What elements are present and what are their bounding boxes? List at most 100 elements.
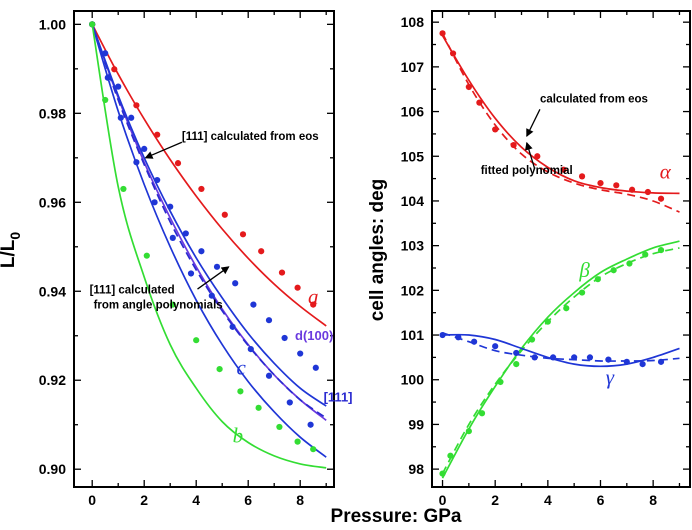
data-point <box>513 360 520 368</box>
annotation-line: from angle polynomials <box>94 299 223 311</box>
data-point <box>250 301 257 308</box>
x-tick-label: 2 <box>140 492 148 508</box>
data-point <box>169 234 176 241</box>
data-point <box>657 195 665 202</box>
data-point <box>550 354 557 361</box>
y-tick-label: 0.94 <box>39 283 66 299</box>
annotation-text: fitted polynomial <box>481 165 573 177</box>
data-point <box>613 182 620 189</box>
series-line-c <box>91 24 327 458</box>
series-line-b <box>91 24 327 469</box>
data-point <box>297 350 304 357</box>
series-line-gamma-poly <box>442 331 680 362</box>
x-tick-label: 6 <box>244 492 252 508</box>
data-point <box>255 404 262 411</box>
y-tick-label: 0.90 <box>39 461 66 477</box>
data-point <box>642 251 649 258</box>
data-point <box>258 248 265 255</box>
data-point <box>281 334 288 342</box>
data-point <box>237 388 244 395</box>
annotation-arrow <box>524 141 536 169</box>
data-point <box>187 270 195 277</box>
data-point <box>497 378 504 386</box>
y-tick-label: 0.92 <box>39 372 66 388</box>
annotation-arrow <box>526 109 541 138</box>
y-tick-label: 103 <box>401 238 425 254</box>
data-point <box>478 410 486 417</box>
left-panel: 0 2 4 6 80.900.920.940.960.981.00L/L0ad(100)… <box>0 10 353 508</box>
y-axis-label-main: cell angles: deg <box>367 179 388 322</box>
x-axis-label: Pressure: GPa <box>331 506 462 527</box>
data-point <box>471 338 478 345</box>
data-point <box>120 185 127 193</box>
annotation-text: calculated from eos <box>540 94 648 106</box>
data-point <box>167 203 174 210</box>
y-tick-label: 100 <box>401 372 425 388</box>
data-point <box>544 318 551 325</box>
series-label: β <box>578 258 590 282</box>
data-point <box>294 284 301 291</box>
y-tick-label: 98 <box>408 461 424 477</box>
y-tick-label: 0.96 <box>39 194 66 210</box>
data-point <box>594 276 601 283</box>
data-point <box>449 50 457 57</box>
x-tick-label: 0 <box>439 492 447 508</box>
data-point <box>465 83 472 91</box>
data-point <box>247 345 254 353</box>
y-tick-label: 106 <box>401 104 425 120</box>
data-point <box>239 231 247 238</box>
data-point <box>455 334 462 341</box>
annotation-text: [111] calculated from eos <box>182 131 319 143</box>
data-point <box>578 289 586 296</box>
data-point <box>151 199 158 206</box>
y-tick-label: 105 <box>401 148 425 164</box>
annotation-arrow <box>144 141 183 159</box>
series-line-alpha-poly <box>441 32 680 213</box>
series-label: γ <box>606 365 615 389</box>
data-point <box>286 399 293 406</box>
y-axis-label: L/L0 <box>0 232 23 269</box>
data-point <box>571 354 578 361</box>
data-point <box>104 74 111 81</box>
data-point <box>307 421 314 428</box>
data-point <box>510 141 517 149</box>
data-point <box>198 248 205 255</box>
series-line--111-eos <box>91 24 327 419</box>
x-tick-label: 8 <box>649 492 657 508</box>
data-point <box>447 452 454 459</box>
y-tick-label: 0.98 <box>39 105 66 121</box>
y-axis-label-main: L/L <box>0 239 19 268</box>
data-point <box>657 247 665 254</box>
annotation-arrow <box>197 266 230 290</box>
y-tick-label: 1.00 <box>39 16 66 32</box>
data-point <box>133 102 140 109</box>
data-point <box>278 269 286 276</box>
data-point <box>111 66 118 73</box>
series-label: d(100) <box>295 328 333 343</box>
annotation-text: [111] calculated from angle polynomials <box>90 284 223 311</box>
data-point <box>174 160 182 167</box>
data-point <box>605 356 612 363</box>
data-point <box>154 131 161 138</box>
data-point <box>89 21 96 28</box>
y-tick-label: 108 <box>401 14 425 30</box>
data-point <box>182 230 189 237</box>
data-point <box>528 336 536 343</box>
data-point <box>102 50 109 57</box>
x-tick-label: 4 <box>544 492 552 508</box>
data-point <box>221 211 228 218</box>
data-point <box>128 114 135 121</box>
data-point <box>276 423 283 431</box>
x-tick-label: 8 <box>296 492 304 508</box>
data-point <box>626 260 633 267</box>
x-tick-label: 0 <box>88 492 96 508</box>
data-point <box>294 438 301 445</box>
data-point <box>534 153 541 160</box>
data-point <box>193 337 200 344</box>
y-tick-label: 99 <box>408 416 424 432</box>
y-axis-label-subscript: 0 <box>7 232 23 240</box>
series-label: c <box>237 355 247 379</box>
x-tick-label: 6 <box>597 492 605 508</box>
data-point <box>578 173 586 180</box>
